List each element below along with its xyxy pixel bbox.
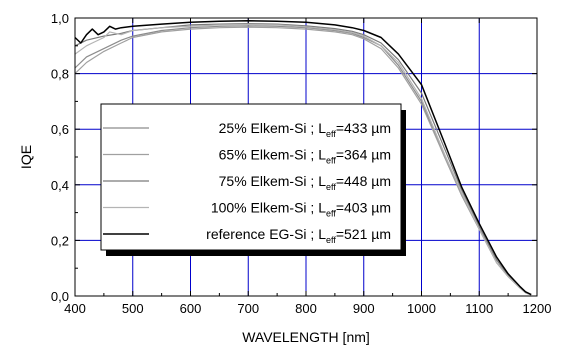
y-tick-label: 0,0 <box>51 289 69 304</box>
x-tick-label: 900 <box>353 301 375 316</box>
x-tick-label: 500 <box>122 301 144 316</box>
y-tick-label: 0,2 <box>51 233 69 248</box>
x-tick-label: 800 <box>295 301 317 316</box>
legend-entry: 25% Elkem-Si ; Leff=433 µm <box>219 120 391 139</box>
legend-entry: reference EG-Si ; Leff=521 µm <box>206 226 391 245</box>
legend-entry: 100% Elkem-Si ; Leff=403 µm <box>211 200 391 219</box>
legend-entry: 75% Elkem-Si ; Leff=448 µm <box>219 173 391 192</box>
series-line <box>74 23 532 296</box>
x-tick-label: 1000 <box>407 301 436 316</box>
x-tick-label: 1200 <box>523 301 552 316</box>
legend: 25% Elkem-Si ; Leff=433 µm 65% Elkem-Si ;… <box>100 103 406 256</box>
y-tick-label: 0,8 <box>51 67 69 82</box>
x-tick-label: 1100 <box>465 301 493 316</box>
y-axis-label: IQE <box>18 145 34 169</box>
x-axis-label: WAVELENGTH [nm] <box>242 329 370 345</box>
y-tick-label: 0,4 <box>51 178 69 193</box>
axis-ticks: 400 500 600 700 800 900 1000 1100 1200 0,0 0,2 0,4 0… <box>51 11 552 316</box>
series-lines <box>74 20 532 296</box>
legend-entry: 65% Elkem-Si ; Leff=364 µm <box>219 147 391 166</box>
y-tick-label: 0,6 <box>51 122 69 137</box>
legend-box <box>100 103 402 251</box>
x-tick-label: 400 <box>64 301 86 316</box>
y-tick-label: 1,0 <box>51 11 69 26</box>
x-tick-label: 600 <box>180 301 202 316</box>
x-tick-label: 700 <box>237 301 259 316</box>
series-line <box>74 20 532 296</box>
